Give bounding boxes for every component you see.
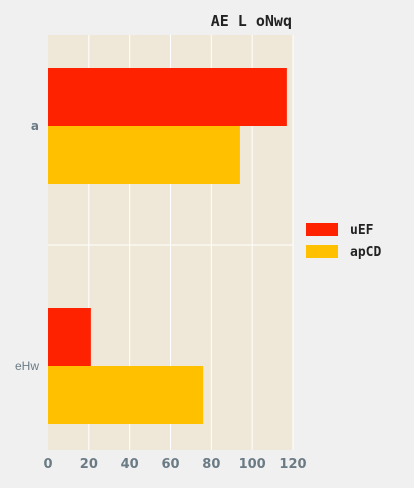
legend-label-apcd: apCD [350, 245, 381, 260]
bar-uef-ehw [48, 308, 91, 366]
bar-apcd-ehw [48, 366, 204, 424]
legend: uEF apCD [306, 223, 381, 260]
x-tick-label-0: 0 [43, 457, 52, 472]
x-tick-label-100: 100 [239, 457, 266, 472]
legend-label-uef: uEF [350, 223, 374, 238]
x-tick-label-60: 60 [161, 457, 179, 472]
x-tick-label-20: 20 [80, 457, 98, 472]
x-tick-labels: 0 20 40 60 80 100 120 [43, 457, 306, 472]
category-label-a: a [31, 119, 39, 133]
bars [48, 68, 287, 424]
legend-swatch-uef [306, 223, 338, 236]
bar-uef-a [48, 68, 287, 126]
x-tick-label-40: 40 [121, 457, 139, 472]
x-tick-label-80: 80 [202, 457, 220, 472]
legend-swatch-apcd [306, 245, 338, 258]
bar-apcd-a [48, 126, 240, 184]
chart-title: AE L oNwq [211, 12, 292, 30]
category-labels: a eHw [15, 119, 39, 373]
x-tick-label-120: 120 [279, 457, 306, 472]
category-label-ehw: eHw [15, 359, 39, 373]
